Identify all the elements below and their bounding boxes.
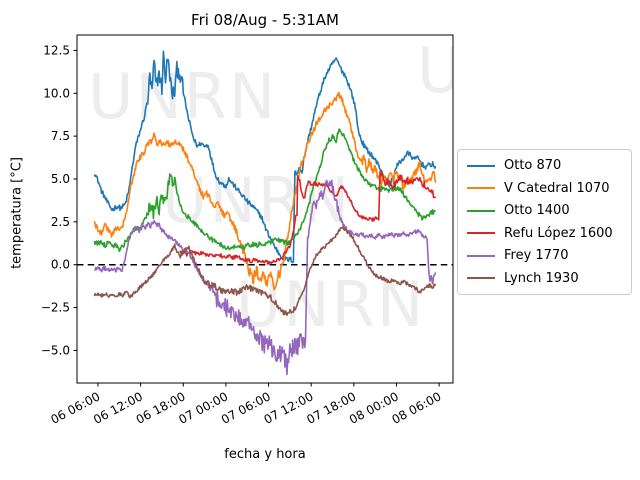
legend-line-swatch bbox=[467, 232, 495, 234]
chart-title: Fri 08/Aug - 5:31AM bbox=[191, 11, 339, 29]
legend-entry: Otto 870 bbox=[467, 157, 622, 174]
x-axis-label: fecha y hora bbox=[224, 447, 306, 462]
series-line-otto-870 bbox=[93, 50, 437, 264]
axes-box bbox=[76, 34, 454, 384]
series-line-lynch-1930 bbox=[93, 226, 437, 316]
legend-entry: V Catedral 1070 bbox=[467, 180, 622, 197]
x-tick-label: 08 06:00 bbox=[390, 389, 444, 427]
legend-label: Lynch 1930 bbox=[504, 270, 579, 286]
watermark-text: UNRN bbox=[88, 60, 277, 133]
watermark-text: UNRN bbox=[417, 34, 606, 107]
y-tick-label: −2.5 bbox=[41, 301, 70, 315]
series-line-frey-1770 bbox=[94, 179, 437, 376]
legend-entry: Frey 1770 bbox=[467, 247, 622, 264]
y-axis-label: temperatura [°C] bbox=[9, 157, 25, 269]
series-line-refu-l-pez-1600 bbox=[179, 170, 437, 265]
legend-entry: Refu López 1600 bbox=[467, 225, 622, 242]
legend-label: Refu López 1600 bbox=[504, 225, 613, 241]
series-line-v-catedral-1070 bbox=[93, 91, 437, 291]
y-tick-label: 10.0 bbox=[43, 86, 70, 100]
y-tick-label: 2.5 bbox=[51, 215, 70, 229]
watermark-text: UNRN bbox=[162, 164, 351, 237]
legend-line-swatch bbox=[467, 187, 495, 189]
legend-entry: Lynch 1930 bbox=[467, 270, 622, 287]
legend-line-swatch bbox=[467, 277, 495, 279]
legend-label: Frey 1770 bbox=[504, 248, 569, 263]
legend-label: Otto 1400 bbox=[504, 203, 570, 218]
y-tick-label: 5.0 bbox=[51, 172, 70, 186]
y-tick-label: 12.5 bbox=[43, 43, 70, 57]
legend-label: V Catedral 1070 bbox=[504, 180, 610, 196]
y-tick-label: 7.5 bbox=[51, 129, 70, 143]
legend-line-swatch bbox=[467, 164, 495, 167]
y-tick-label: 0.0 bbox=[51, 258, 70, 272]
legend-label: Otto 870 bbox=[504, 158, 562, 173]
legend-entry: Otto 1400 bbox=[467, 202, 622, 219]
y-tick-label: −5.0 bbox=[41, 343, 70, 357]
series-line-otto-1400 bbox=[93, 128, 436, 253]
legend-line-swatch bbox=[467, 209, 495, 212]
legend-line-swatch bbox=[467, 254, 495, 257]
legend: Otto 870 V Catedral 1070 Otto 1400 Refu Lóp… bbox=[457, 149, 632, 295]
